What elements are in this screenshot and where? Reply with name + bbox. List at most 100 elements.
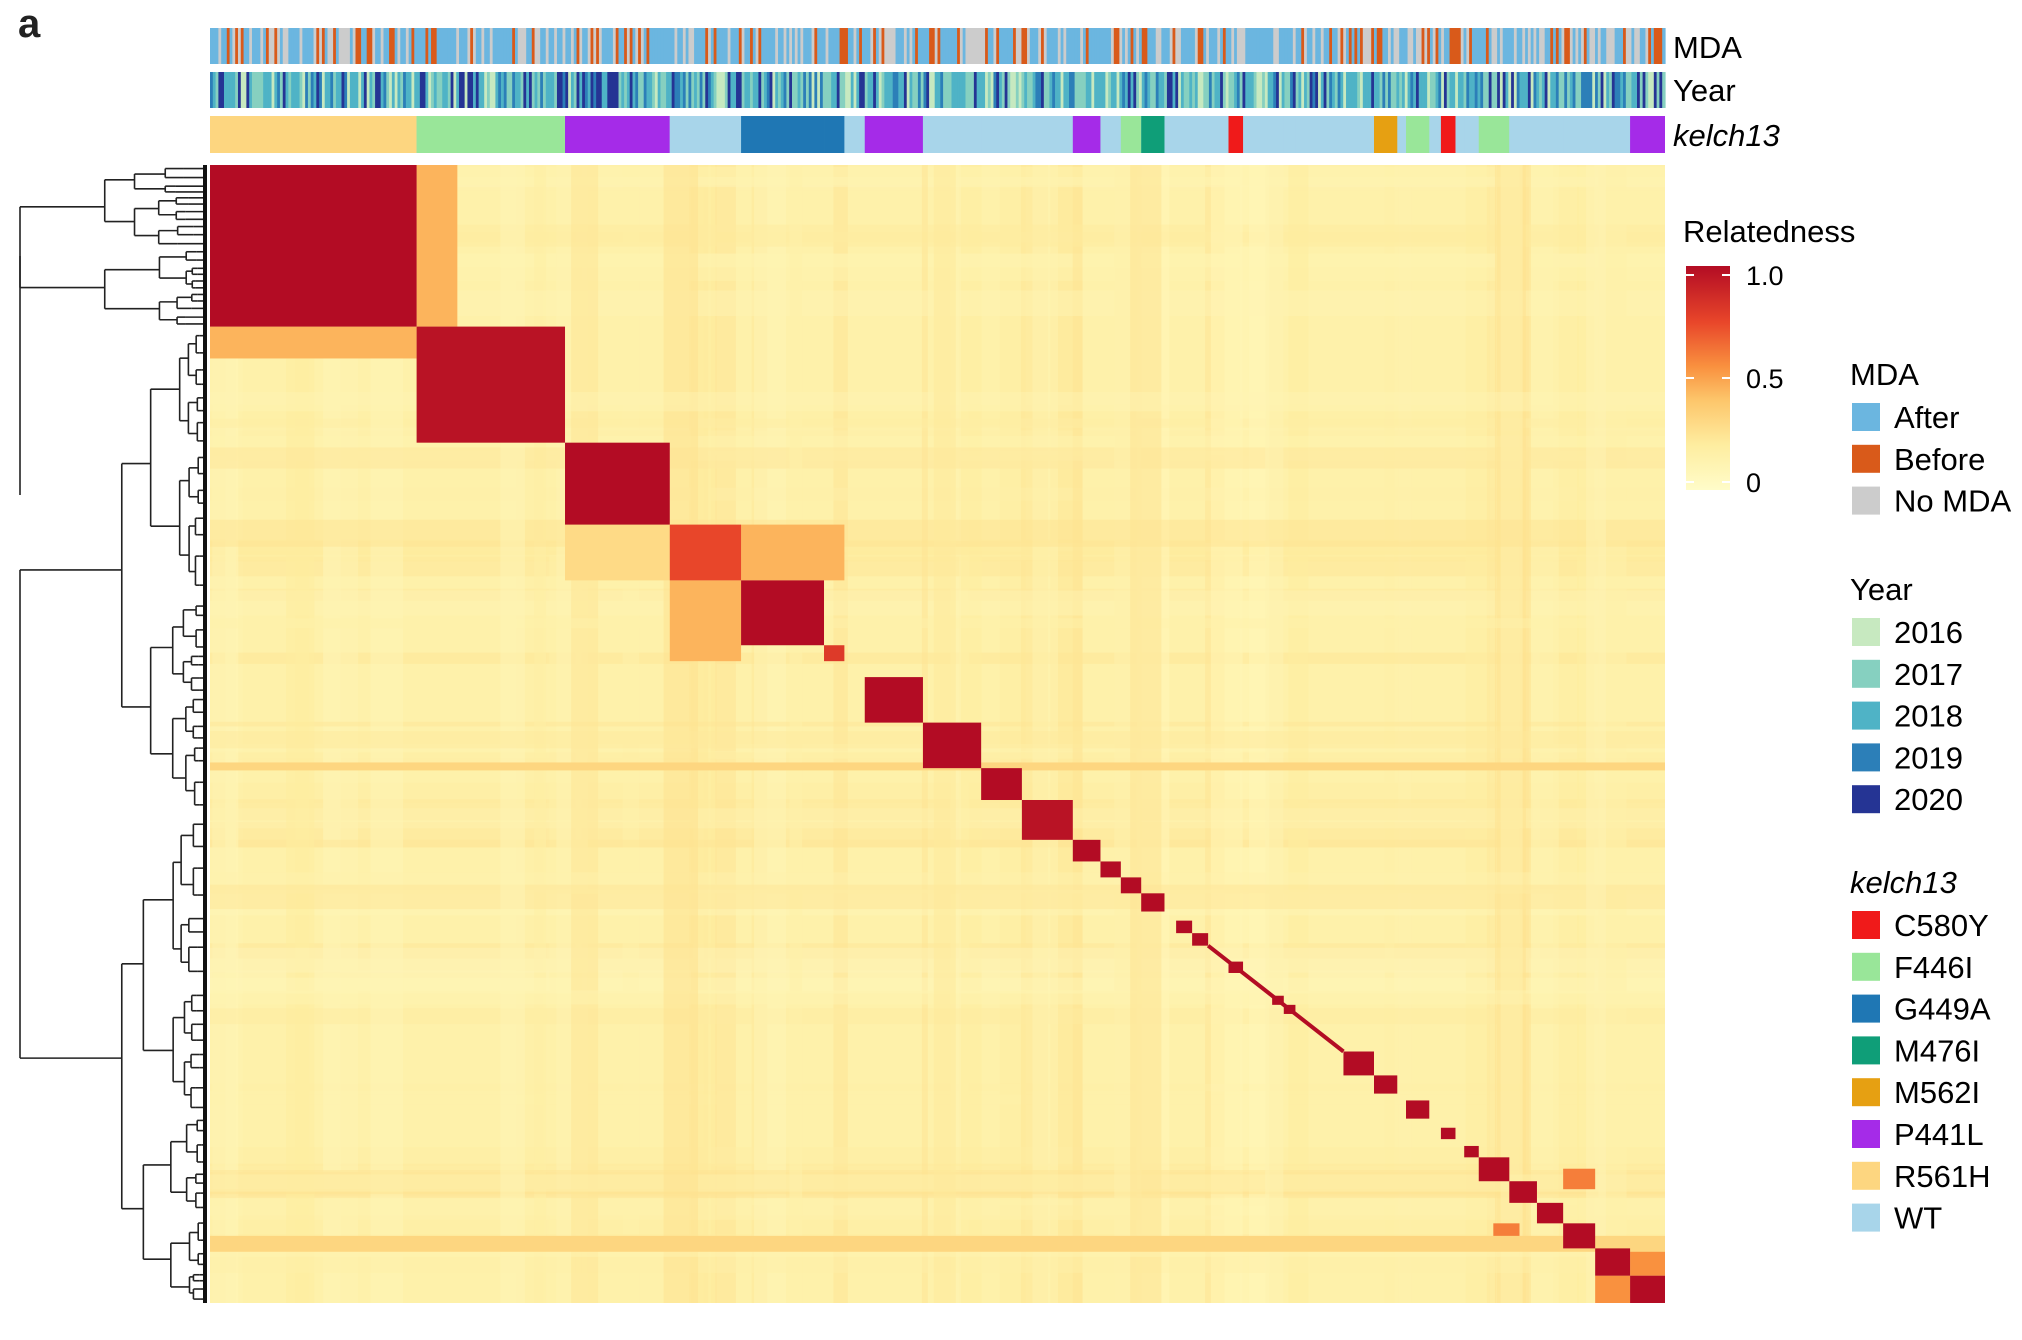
- year-track-cell: [1631, 72, 1635, 108]
- year-track-cell: [1575, 72, 1579, 108]
- year-track-cell: [971, 72, 975, 108]
- year-track-cell: [1239, 72, 1244, 108]
- year-track-cell: [1231, 72, 1235, 108]
- year-track-cell: [1656, 72, 1661, 108]
- mda-track-cell: [657, 28, 662, 64]
- mda-track-cell: [1122, 28, 1126, 64]
- mda-track-cell: [775, 28, 779, 64]
- year-track-cell: [976, 72, 981, 108]
- mda-track-cell: [517, 28, 522, 64]
- year-track-cell: [1055, 72, 1059, 108]
- year-track-cell: [498, 72, 502, 108]
- row-dendrogram: [19, 165, 207, 1303]
- mda-track-cell: [1108, 28, 1112, 64]
- mda-track-cell: [1368, 28, 1372, 64]
- mda-track-cell: [215, 28, 219, 64]
- mda-track-cell: [825, 28, 829, 64]
- heatmap-band: [212, 165, 237, 1303]
- mda-track-cell: [1334, 28, 1339, 64]
- year-track-cell: [436, 72, 441, 108]
- year-track-cell: [1264, 72, 1269, 108]
- year-track-cell: [1502, 72, 1507, 108]
- year-track-cell: [1634, 72, 1638, 108]
- mda-track-cell: [1653, 28, 1658, 64]
- mda-track-cell: [903, 28, 908, 64]
- heatmap-band: [1530, 165, 1559, 1303]
- mda-track-cell: [881, 28, 885, 64]
- mda-track-cell: [1441, 28, 1445, 64]
- mda-track-cell: [363, 28, 368, 64]
- kelch13-track-segment: [824, 116, 845, 153]
- year-track-cell: [282, 72, 287, 108]
- mda-track-cell: [1278, 28, 1283, 64]
- mda-track-cell: [618, 28, 622, 64]
- year-track-cell: [1301, 72, 1305, 108]
- year-track-cell: [817, 72, 821, 108]
- mda-track-cell: [330, 28, 334, 64]
- year-track-cell: [1421, 72, 1425, 108]
- year-track-cell: [1027, 72, 1031, 108]
- year-track-cell: [699, 72, 704, 108]
- year-track-cell: [847, 72, 852, 108]
- year-track-cell: [1085, 72, 1090, 108]
- year-track-cell: [716, 72, 720, 108]
- year-track-cell: [554, 72, 558, 108]
- year-track-cell: [601, 72, 606, 108]
- legend-item-label: 2019: [1894, 740, 1963, 775]
- mda-track-cell: [305, 28, 309, 64]
- mda-track-cell: [1614, 28, 1619, 64]
- mda-track-cell: [1513, 28, 1518, 64]
- mda-track-cell: [1194, 28, 1199, 64]
- mda-track-cell: [646, 28, 650, 64]
- year-track-cell: [1214, 72, 1218, 108]
- mda-track-cell: [478, 28, 483, 64]
- year-track-cell: [780, 72, 785, 108]
- year-track-cell: [1401, 72, 1406, 108]
- kelch13-track-segment: [1595, 116, 1631, 153]
- mda-track-cell: [1354, 28, 1358, 64]
- mda-track-cell: [313, 28, 317, 64]
- mda-track-cell: [1295, 28, 1300, 64]
- mda-track-cell: [1625, 28, 1630, 64]
- legend-swatch: [1852, 618, 1880, 646]
- year-track-cell: [1225, 72, 1230, 108]
- year-track-cell: [1035, 72, 1039, 108]
- year-track-cell: [1346, 72, 1350, 108]
- year-track-cell: [649, 72, 653, 108]
- legend-item-label: WT: [1894, 1201, 1942, 1236]
- mda-track-cell: [439, 28, 443, 64]
- heatmap-cluster-block: [1120, 877, 1142, 894]
- year-track-cell: [903, 72, 908, 108]
- mda-track-cell: [1197, 28, 1202, 64]
- heatmap-cluster-block: [1630, 1275, 1665, 1303]
- year-track-cell: [1155, 72, 1160, 108]
- mda-track-cell: [979, 28, 983, 64]
- mda-track-cell: [649, 28, 653, 64]
- mda-track-cell: [985, 28, 989, 64]
- year-track-cell: [1354, 72, 1358, 108]
- mda-track-cell: [210, 28, 214, 64]
- mda-track-cell: [1617, 28, 1621, 64]
- mda-track-cell: [1606, 28, 1610, 64]
- mda-track-cell: [257, 28, 261, 64]
- year-track-cell: [646, 72, 650, 108]
- mda-track-cell: [470, 28, 474, 64]
- mda-track-cell: [235, 28, 239, 64]
- mda-track-cell: [976, 28, 981, 64]
- mda-track-cell: [1424, 28, 1428, 64]
- mda-track-cell: [819, 28, 824, 64]
- mda-track-cell: [1228, 28, 1232, 64]
- heatmap-cluster-block: [741, 580, 825, 646]
- mda-track-cell: [1298, 28, 1302, 64]
- heatmap-cluster-block: [1595, 1248, 1631, 1276]
- year-track-cell: [361, 72, 365, 108]
- kelch13-track-segment: [864, 116, 923, 153]
- year-track-cell: [1589, 72, 1593, 108]
- mda-track-cell: [1259, 28, 1263, 64]
- mda-track-cell: [445, 28, 449, 64]
- mda-track-cell: [347, 28, 351, 64]
- year-track-cell: [1530, 72, 1535, 108]
- year-track-cell: [1270, 72, 1274, 108]
- mda-track-cell: [1262, 28, 1266, 64]
- heatmap-offdiag-block: [669, 580, 742, 662]
